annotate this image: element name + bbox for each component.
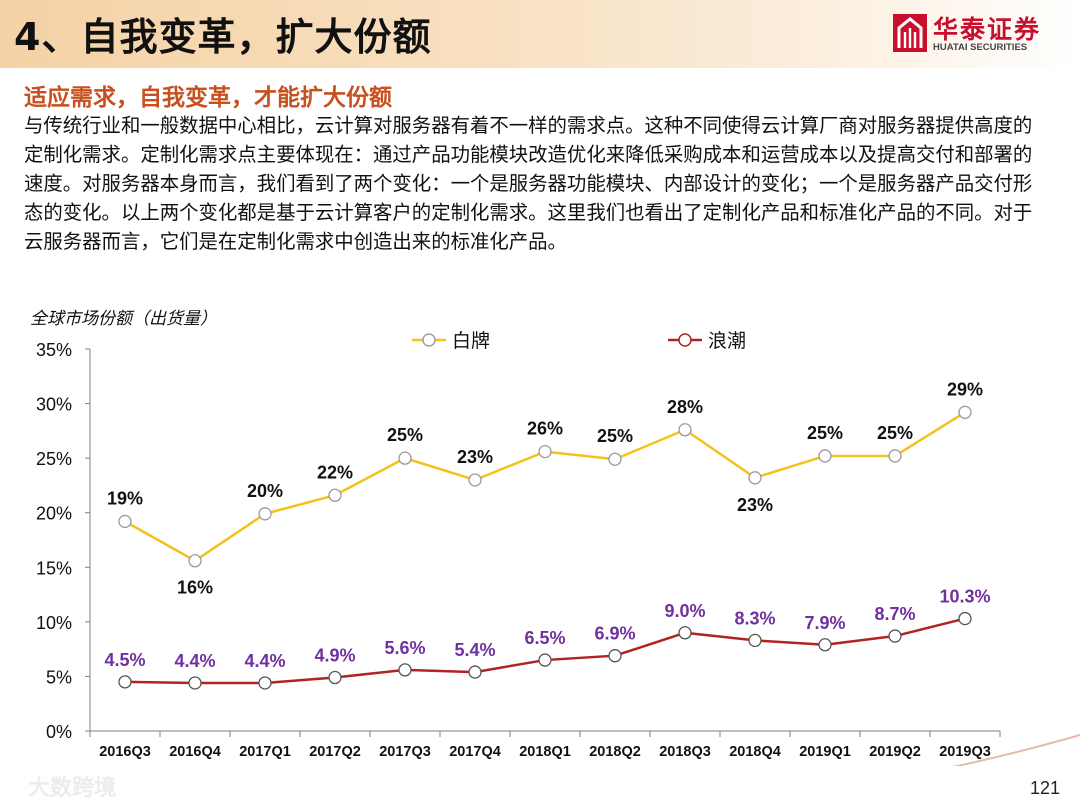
data-label-2: 7.9% xyxy=(804,613,845,633)
data-point-1 xyxy=(398,451,412,465)
legend-label-1: 白牌 xyxy=(452,330,490,352)
data-point-2 xyxy=(958,611,972,626)
data-point-2 xyxy=(118,675,132,689)
data-point-2 xyxy=(258,676,272,690)
data-label-1: 19% xyxy=(107,488,143,508)
huatai-logo-icon xyxy=(893,14,927,52)
x-tick-label: 2018Q4 xyxy=(729,744,781,760)
chart-title: 全球市场份额（出货量） xyxy=(30,309,217,329)
data-point-1 xyxy=(468,473,482,487)
y-tick-label: 20% xyxy=(36,504,72,524)
data-label-1: 22% xyxy=(317,462,353,482)
data-point-1 xyxy=(748,471,762,485)
x-tick-label: 2019Q2 xyxy=(869,744,921,760)
data-label-1: 23% xyxy=(737,495,773,515)
data-point-2 xyxy=(468,665,482,679)
y-tick-label: 10% xyxy=(36,613,72,633)
legend-marker-2 xyxy=(678,333,692,347)
data-point-1 xyxy=(258,507,272,521)
x-tick-label: 2016Q3 xyxy=(99,744,151,760)
data-label-2: 9.0% xyxy=(664,601,705,621)
data-label-1: 20% xyxy=(247,481,283,501)
data-label-2: 4.4% xyxy=(174,651,215,671)
data-label-1: 23% xyxy=(457,447,493,467)
data-point-1 xyxy=(958,405,972,419)
data-label-2: 8.3% xyxy=(734,608,775,628)
data-point-1 xyxy=(538,444,552,459)
data-point-2 xyxy=(748,633,762,648)
data-label-1: 28% xyxy=(667,397,703,417)
data-point-2 xyxy=(888,629,902,643)
slide-title: 4、自我变革，扩大份额 xyxy=(14,15,432,59)
y-tick-label: 15% xyxy=(36,558,72,578)
x-tick-label: 2019Q1 xyxy=(799,744,851,760)
line-chart: 全球市场份额（出货量） 0% 5% 10% 15% 20% 25% 30% 35% 2016Q3 2… xyxy=(30,309,1080,766)
legend-marker-1 xyxy=(422,333,436,347)
data-label-2: 4.9% xyxy=(314,646,355,666)
x-tick-label: 2017Q2 xyxy=(309,744,361,760)
data-point-1 xyxy=(678,423,692,437)
data-label-1: 25% xyxy=(877,423,913,443)
data-point-1 xyxy=(888,449,902,463)
data-label-2: 5.6% xyxy=(384,638,425,658)
watermark: 大数跨境 xyxy=(28,776,117,801)
x-tick-label: 2018Q2 xyxy=(589,744,641,760)
x-tick-label: 2017Q3 xyxy=(379,744,431,760)
data-point-1 xyxy=(608,452,622,466)
data-label-1: 25% xyxy=(597,426,633,446)
y-tick-label: 30% xyxy=(36,395,72,415)
page-number: 121 xyxy=(1029,778,1060,798)
data-label-2: 10.3% xyxy=(939,587,990,607)
data-point-2 xyxy=(608,649,622,663)
section-subtitle: 适应需求，自我变革，才能扩大份额 xyxy=(24,85,392,111)
data-label-1: 25% xyxy=(387,425,423,445)
x-tick-label: 2017Q4 xyxy=(449,744,501,760)
data-label-2: 6.9% xyxy=(594,624,635,644)
data-point-1 xyxy=(188,554,202,568)
data-point-1 xyxy=(328,488,342,502)
data-label-2: 5.4% xyxy=(454,640,495,660)
y-tick-label: 0% xyxy=(46,722,72,742)
data-point-2 xyxy=(188,676,202,690)
brand-logo: 华泰证券 HUATAI SECURITIES xyxy=(893,14,1053,58)
x-tick-label: 2017Q1 xyxy=(239,744,291,760)
data-point-1 xyxy=(118,514,132,529)
logo-text-cn: 华泰证券 xyxy=(933,15,1042,44)
body-paragraph: 与传统行业和一般数据中心相比，云计算对服务器有着不一样的需求点。这种不同使得云计… xyxy=(24,114,1033,253)
logo-text-en: HUATAI SECURITIES xyxy=(933,42,1028,53)
data-label-1: 25% xyxy=(807,423,843,443)
y-tick-label: 5% xyxy=(46,667,72,687)
data-label-2: 6.5% xyxy=(524,628,565,648)
x-tick-label: 2018Q3 xyxy=(659,744,711,760)
x-tick-label: 2016Q4 xyxy=(169,744,221,760)
x-tick-label: 2019Q3 xyxy=(939,744,991,760)
x-tick-label: 2018Q1 xyxy=(519,744,571,760)
data-label-1: 16% xyxy=(177,578,213,598)
header-bar: 4、自我变革，扩大份额 华泰证券 HUATAI SECURITIES xyxy=(0,0,1080,68)
data-label-1: 26% xyxy=(527,419,563,439)
decorative-curve xyxy=(952,734,1080,766)
data-point-2 xyxy=(328,670,342,685)
data-label-2: 4.4% xyxy=(244,651,285,671)
data-label-2: 8.7% xyxy=(874,604,915,624)
data-label-2: 4.5% xyxy=(104,650,145,670)
y-tick-label: 25% xyxy=(36,449,72,469)
legend-label-2: 浪潮 xyxy=(708,330,746,352)
data-point-2 xyxy=(538,653,552,667)
data-point-2 xyxy=(398,663,412,677)
data-point-2 xyxy=(678,626,692,640)
data-point-1 xyxy=(818,449,832,463)
y-tick-label: 35% xyxy=(36,340,72,360)
data-point-2 xyxy=(818,638,832,652)
data-label-1: 29% xyxy=(947,379,983,399)
